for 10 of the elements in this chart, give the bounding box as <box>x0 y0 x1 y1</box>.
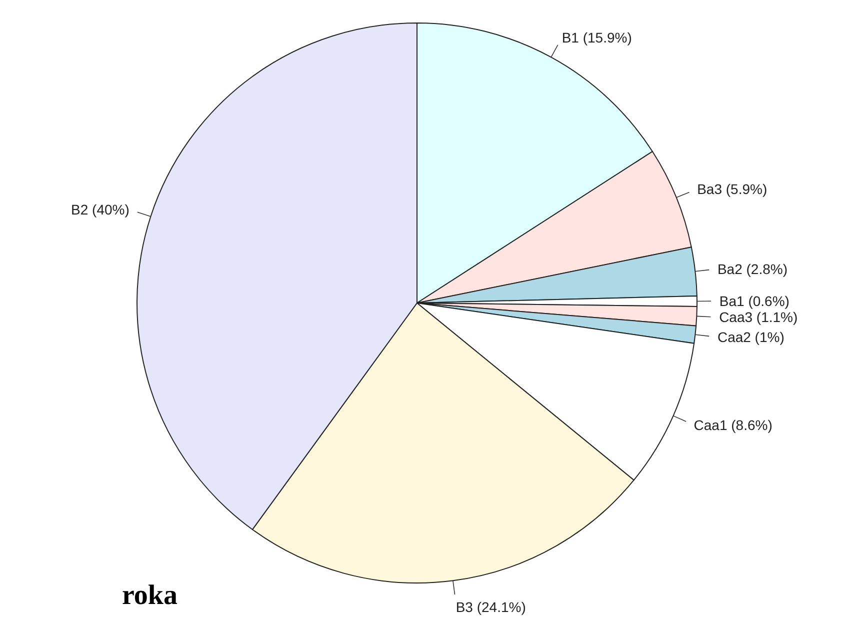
slice-label: Caa1 (8.6%) <box>694 416 772 433</box>
slice-label: B3 (24.1%) <box>456 598 526 615</box>
slice-label: B2 (40%) <box>71 202 130 218</box>
slice-label: Caa3 (1.1%) <box>719 309 798 326</box>
slice-label: B1 (15.9%) <box>562 30 632 46</box>
slice-label: Ba3 (5.9%) <box>697 181 768 198</box>
slice-label: Caa2 (1%) <box>717 329 784 346</box>
slice-label: Ba1 (0.6%) <box>719 293 790 310</box>
text: roka <box>122 580 178 612</box>
slice-label: Ba2 (2.8%) <box>717 260 788 277</box>
